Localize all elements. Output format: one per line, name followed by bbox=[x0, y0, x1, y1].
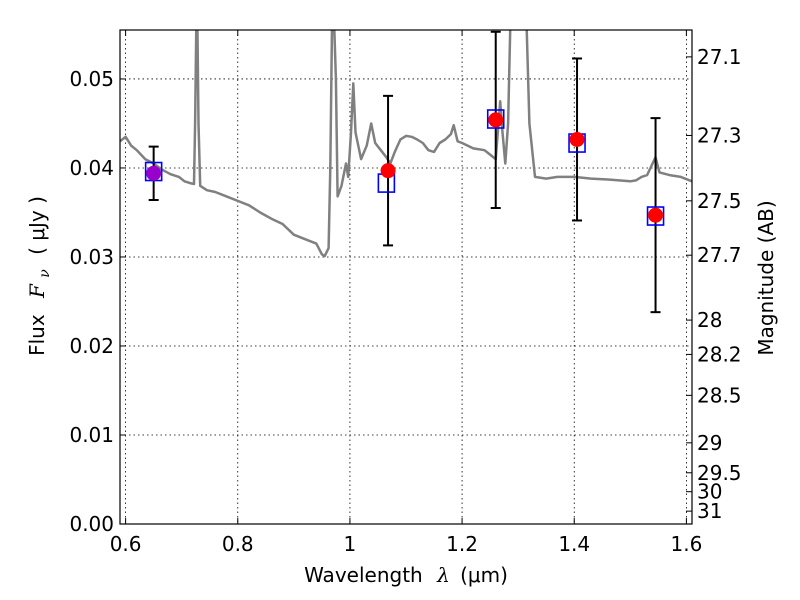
right-tick-label: 27.3 bbox=[697, 123, 742, 147]
x-tick-label: 0.8 bbox=[222, 532, 254, 556]
x-axis-label: Wavelength λ (μm) bbox=[304, 563, 508, 587]
y-tick-label: 0.05 bbox=[69, 67, 114, 91]
x-axis-label-text: Wavelength bbox=[304, 563, 423, 587]
right-tick-label: 29.5 bbox=[697, 461, 742, 485]
template-spectrum bbox=[120, 30, 692, 258]
axes-frame bbox=[119, 29, 693, 525]
x-tick-label: 0.6 bbox=[110, 532, 142, 556]
model-point-square bbox=[646, 206, 665, 226]
y-axis-label-symbol: F bbox=[25, 283, 49, 299]
x-tick-label: 1 bbox=[344, 532, 357, 556]
x-axis-label-symbol: λ bbox=[436, 563, 450, 587]
right-axis-label: Magnitude (AB) bbox=[754, 200, 778, 355]
x-tick-label: 1.4 bbox=[558, 532, 590, 556]
y-tick-label: 0.00 bbox=[69, 512, 114, 536]
observed-point-circle bbox=[146, 165, 162, 181]
right-tick-label: 31 bbox=[697, 499, 722, 523]
y-axis-label-subscript: ν bbox=[37, 269, 53, 278]
y-tick-label: 0.01 bbox=[69, 423, 114, 447]
x-tick-label: 1.6 bbox=[670, 532, 702, 556]
observed-point-circle bbox=[380, 163, 396, 179]
plot-frame bbox=[119, 29, 693, 525]
y-axis-label: Flux F ν ( μJy ) bbox=[25, 196, 54, 356]
right-tick-label: 30 bbox=[697, 480, 722, 504]
y-tick-label: 0.04 bbox=[69, 156, 114, 180]
right-tick-label: 27.5 bbox=[697, 189, 742, 213]
right-tick-label: 28.2 bbox=[697, 342, 742, 366]
right-tick-label: 29 bbox=[697, 431, 722, 455]
y-axis-label-text: Flux bbox=[25, 314, 49, 356]
grid-lines bbox=[120, 30, 692, 524]
axis-ticks: 0.6 0.8 1 1.2 1.4 1.6 0.00 0.01 0.02 0.03 0.04 0.05… bbox=[69, 30, 742, 556]
y-tick-label: 0.02 bbox=[69, 334, 114, 358]
observed-point-circle bbox=[569, 131, 585, 147]
observed-photometry-series bbox=[146, 112, 664, 223]
observed-point-circle bbox=[648, 207, 664, 223]
right-tick-label: 27.1 bbox=[697, 45, 742, 69]
model-point-square bbox=[486, 109, 505, 129]
y-tick-label: 0.03 bbox=[69, 245, 114, 269]
right-tick-label: 28.5 bbox=[697, 383, 742, 407]
right-tick-label: 28 bbox=[697, 308, 722, 332]
y-axis-label-unit: ( μJy ) bbox=[25, 196, 49, 255]
x-tick-label: 1.2 bbox=[446, 532, 478, 556]
right-tick-label: 27.7 bbox=[697, 243, 742, 267]
x-axis-label-unit: (μm) bbox=[460, 563, 508, 587]
observed-point-circle bbox=[488, 112, 504, 128]
spectrum-line bbox=[120, 30, 692, 258]
